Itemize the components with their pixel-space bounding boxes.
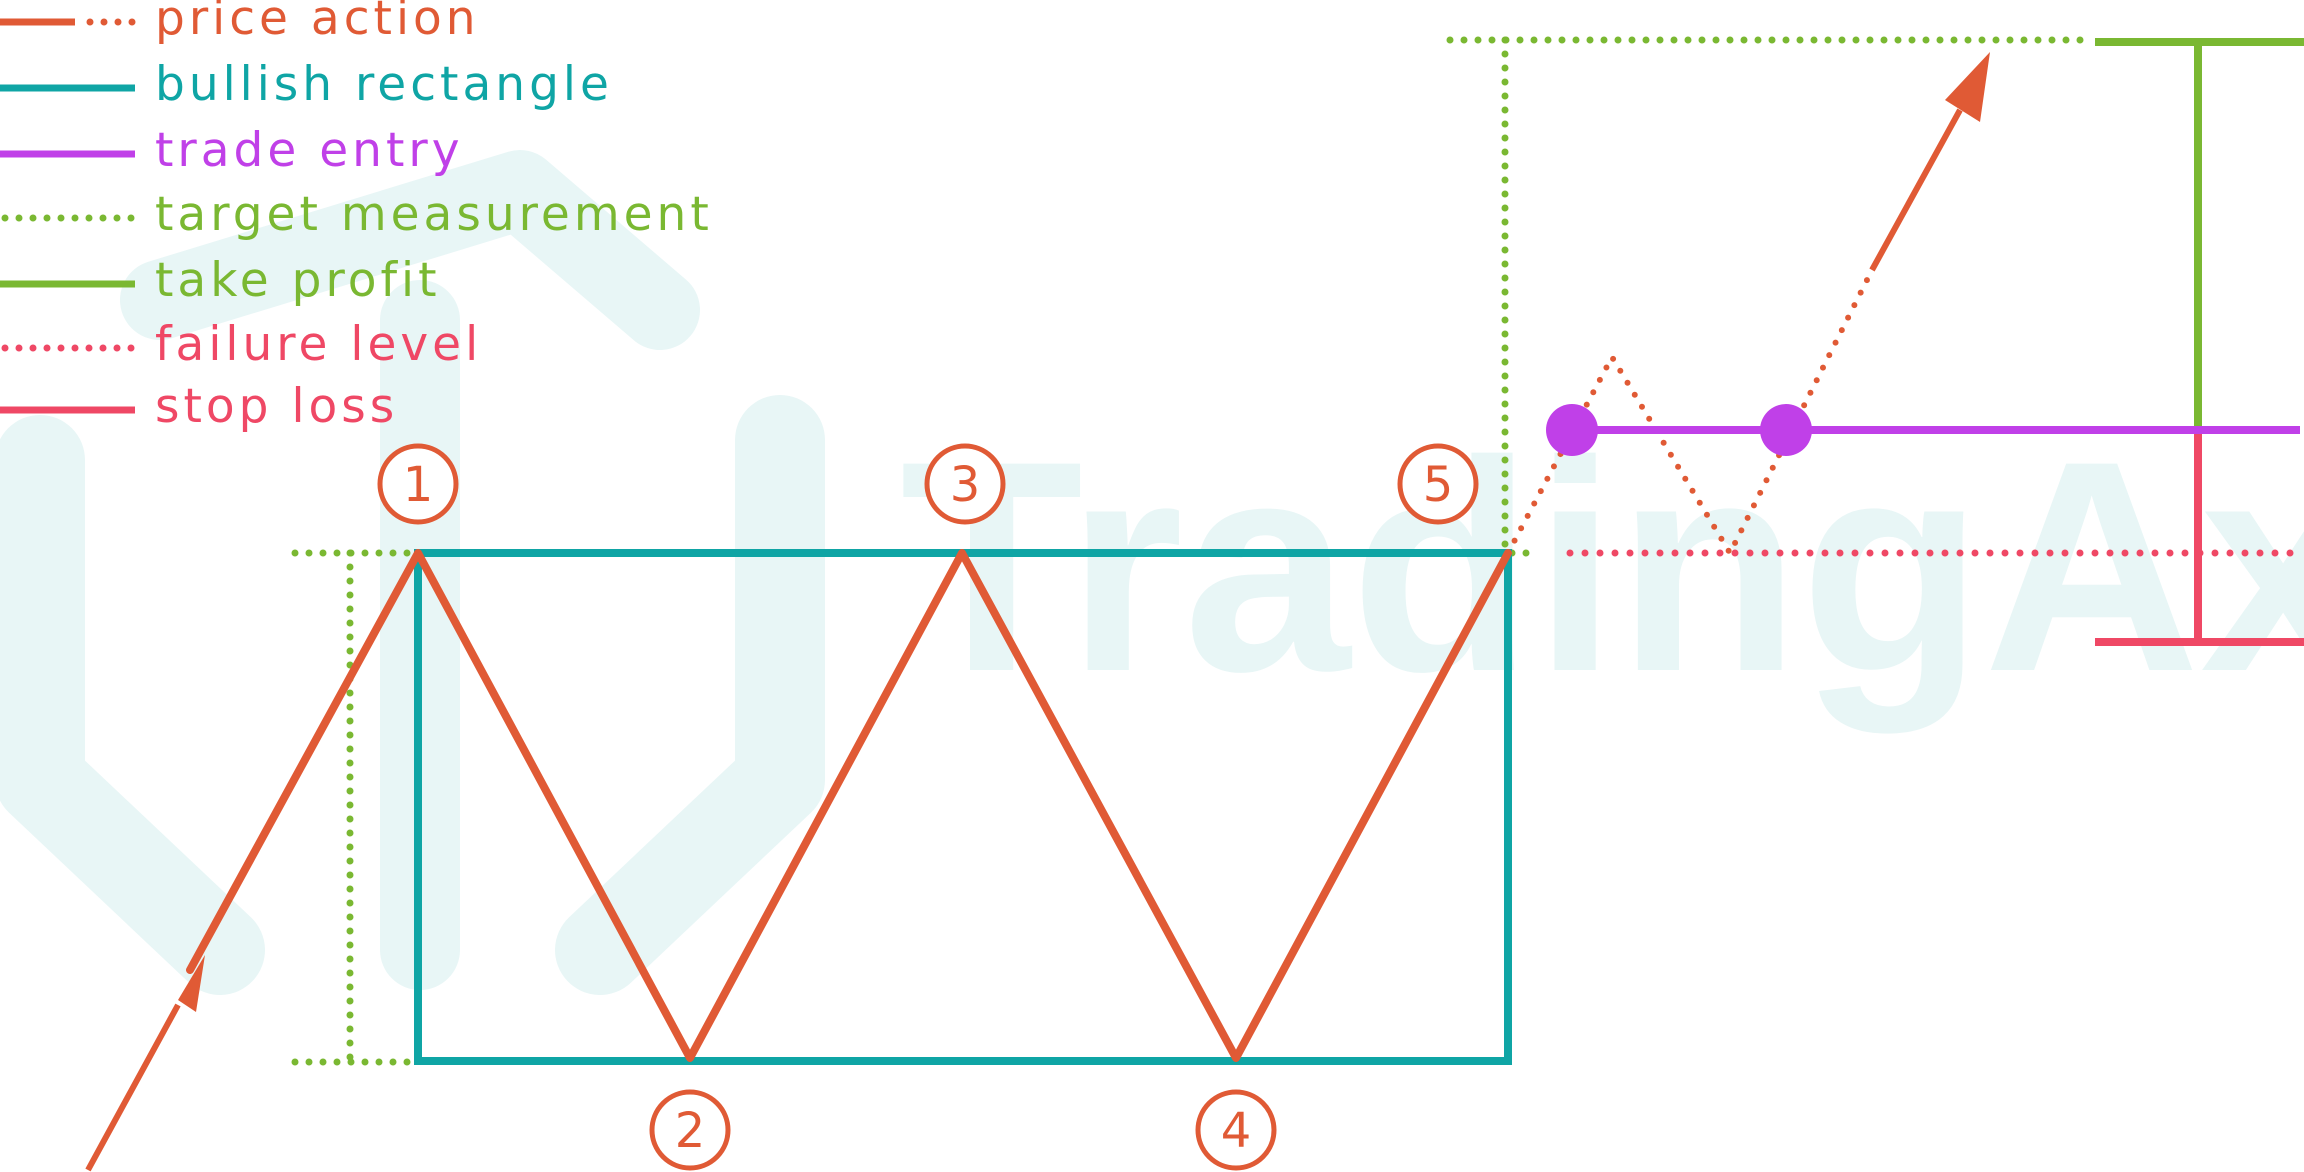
outgoing-arrowhead-icon [1945,52,1990,122]
point-marker-3: 3 [924,443,1006,525]
legend-item-price-action: price action [0,0,480,46]
trade-entry-dot [1546,404,1598,456]
point-label-1: 1 [403,457,434,513]
point-label-2: 2 [675,1103,706,1159]
stop-loss [2095,432,2304,646]
trade-entry [1546,404,2300,456]
legend-item-stop-loss: stop loss [0,379,398,434]
legend-label-stop-loss: stop loss [155,379,398,434]
watermark-text: TradingAxe [900,398,2304,736]
legend-item-bullish-rectangle: bullish rectangle [0,57,613,112]
outgoing-arrow [1869,52,1990,272]
legend-item-trade-entry: trade entry [0,123,464,178]
price-action-line [186,549,1512,1062]
point-marker-4: 4 [1195,1089,1277,1171]
point-marker-5: 5 [1397,443,1479,525]
breakout-path [1505,267,1875,560]
legend-item-take-profit: take profit [0,253,441,308]
point-marker-1: 1 [377,443,459,525]
legend-label-price-action: price action [155,0,480,46]
legend-label-take-profit: take profit [155,253,441,308]
incoming-arrowhead-icon [178,955,205,1012]
point-label-3: 3 [950,457,981,513]
take-profit [2095,38,2304,432]
point-marker-2: 2 [649,1089,731,1171]
legend-label-trade-entry: trade entry [155,123,464,178]
point-label-4: 4 [1221,1103,1252,1159]
legend-item-failure-level: failure level [1,317,482,372]
point-label-5: 5 [1423,457,1454,513]
incoming-arrow [85,955,205,1172]
trade-entry-dot [1760,404,1812,456]
legend-label-bullish-rectangle: bullish rectangle [155,57,613,112]
legend: price action bullish rectangle trade ent… [0,0,713,434]
legend-label-target-measurement: target measurement [155,187,713,242]
legend-label-failure-level: failure level [155,317,482,372]
target-measurement-left [291,549,419,1066]
legend-item-target-measurement: target measurement [1,187,713,242]
